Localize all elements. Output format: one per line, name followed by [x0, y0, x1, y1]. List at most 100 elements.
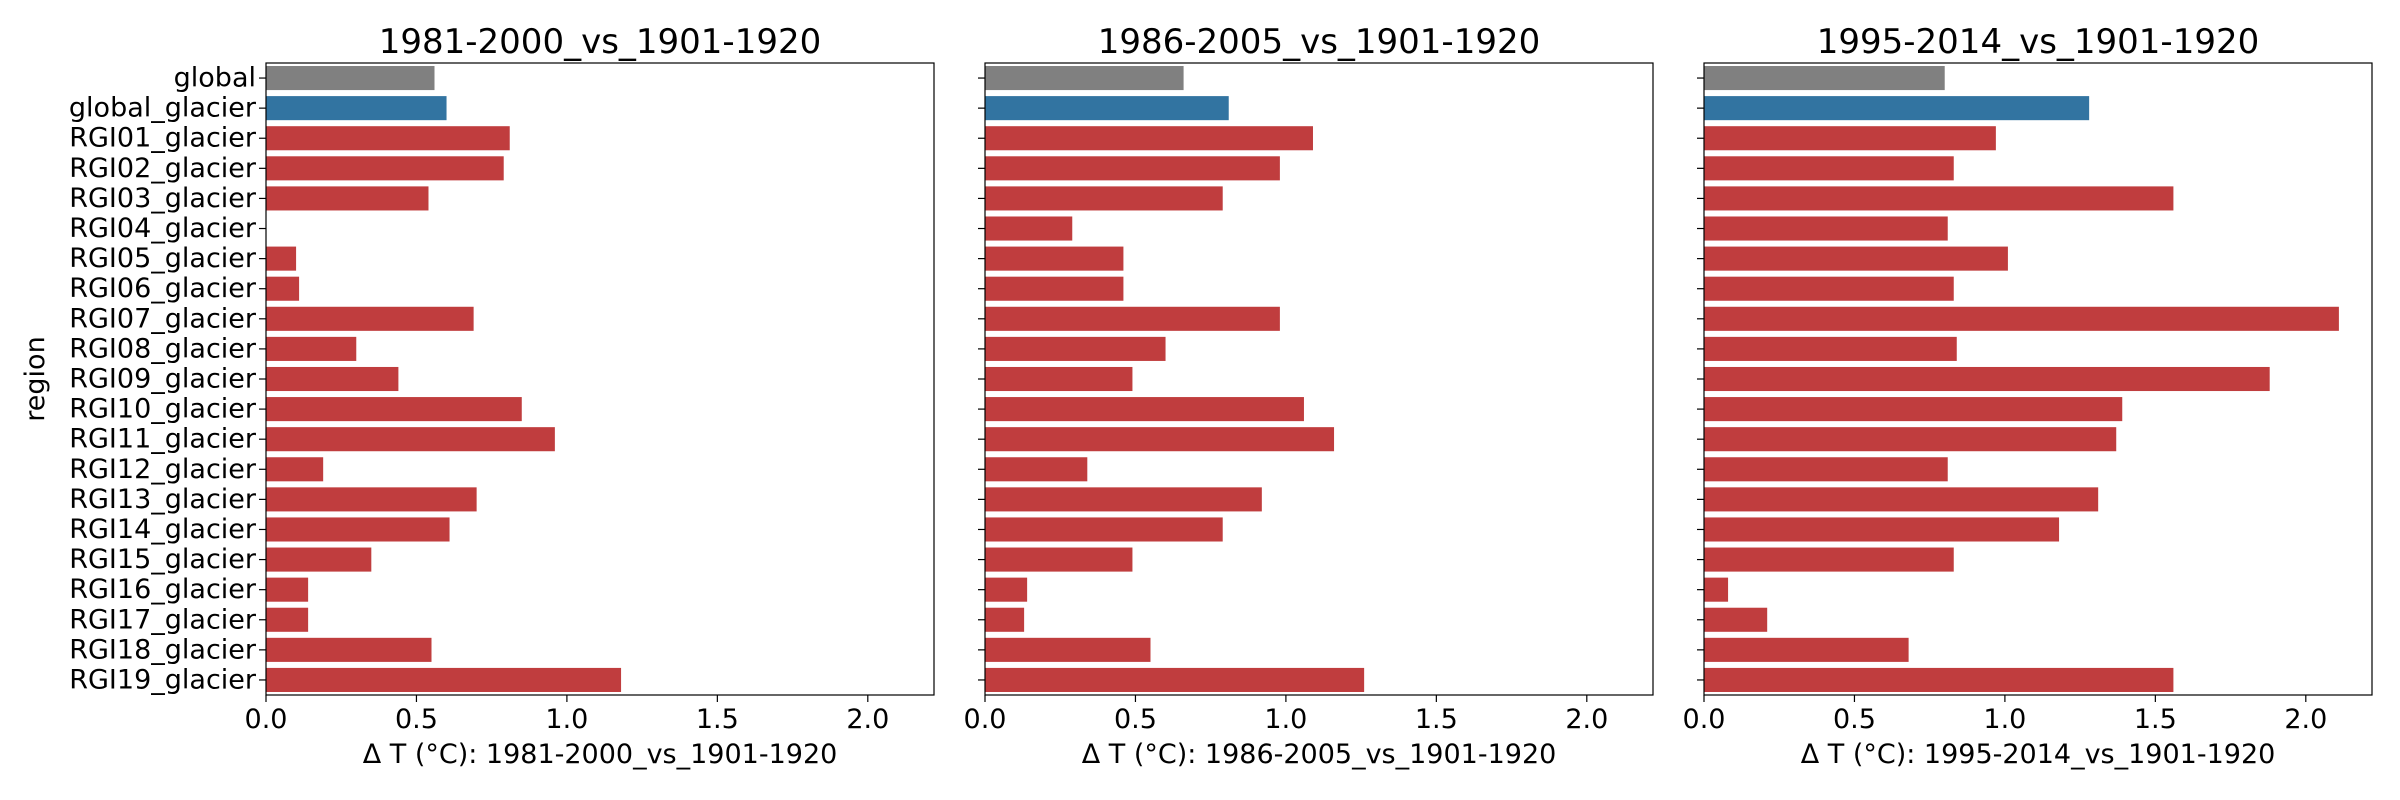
y-tick-label: RGI05_glacier [69, 243, 257, 274]
bar-RGI08_glacier [1704, 336, 1957, 361]
y-tick-label: RGI06_glacier [69, 273, 257, 304]
y-tick-label: RGI09_glacier [69, 364, 257, 395]
bar-RGI11_glacier [1704, 427, 2117, 452]
bar-global_glacier [266, 96, 447, 121]
bar-RGI17_glacier [1704, 607, 1768, 632]
x-tick-label: 0.5 [1114, 704, 1157, 735]
bar-global [985, 66, 1184, 91]
y-tick-label: RGI19_glacier [69, 664, 257, 695]
bar-RGI02_glacier [266, 156, 504, 181]
bar-RGI15_glacier [266, 547, 372, 572]
y-tick-label: global [174, 63, 256, 94]
bar-RGI13_glacier [1704, 487, 2099, 512]
y-tick-label: RGI17_glacier [69, 604, 257, 635]
x-tick-label: 1.0 [1983, 704, 2026, 735]
bar-RGI12_glacier [1704, 457, 1948, 482]
bar-RGI16_glacier [1704, 577, 1729, 602]
bar-global_glacier [1704, 96, 2090, 121]
y-tick-label: RGI08_glacier [69, 333, 257, 364]
bar-RGI18_glacier [985, 637, 1151, 662]
bar-RGI19_glacier [1704, 667, 2174, 692]
bar-RGI03_glacier [985, 186, 1223, 211]
bar-RGI05_glacier [266, 246, 297, 271]
y-tick-label: RGI18_glacier [69, 634, 257, 665]
bar-RGI18_glacier [1704, 637, 1909, 662]
bar-RGI14_glacier [985, 517, 1223, 542]
x-tick-label: 1.5 [696, 704, 739, 735]
x-tick-label: 2.0 [846, 704, 889, 735]
bar-RGI10_glacier [1704, 397, 2123, 422]
bar-RGI01_glacier [985, 126, 1313, 151]
y-tick-label: RGI16_glacier [69, 574, 257, 605]
bar-RGI01_glacier [266, 126, 510, 151]
bar-global_glacier [985, 96, 1229, 121]
x-tick-label: 0.0 [245, 704, 288, 735]
x-tick-label: 2.0 [2284, 704, 2327, 735]
x-axis-label: Δ T (°C): 1986-2005_vs_1901-1920 [1082, 739, 1557, 770]
x-axis-label: Δ T (°C): 1995-2014_vs_1901-1920 [1801, 739, 2276, 770]
bar-global [1704, 66, 1945, 91]
x-tick-label: 1.5 [2134, 704, 2177, 735]
bar-RGI02_glacier [985, 156, 1280, 181]
bar-RGI17_glacier [985, 607, 1025, 632]
x-tick-label: 0.0 [964, 704, 1007, 735]
bar-RGI03_glacier [266, 186, 429, 211]
bar-RGI19_glacier [985, 667, 1365, 692]
chart-title: 1981-2000_vs_1901-1920 [379, 22, 821, 62]
bar-RGI10_glacier [985, 397, 1304, 422]
bar-RGI14_glacier [1704, 517, 2060, 542]
bar-RGI13_glacier [266, 487, 477, 512]
bar-RGI10_glacier [266, 397, 522, 422]
y-tick-label: global_glacier [69, 93, 257, 124]
bar-RGI08_glacier [985, 336, 1166, 361]
y-tick-label: RGI11_glacier [69, 424, 257, 455]
bar-RGI19_glacier [266, 667, 622, 692]
x-tick-label: 0.5 [1833, 704, 1876, 735]
bar-RGI06_glacier [266, 276, 300, 301]
y-tick-label: RGI15_glacier [69, 544, 257, 575]
x-tick-label: 0.5 [395, 704, 438, 735]
bar-RGI14_glacier [266, 517, 450, 542]
bar-RGI07_glacier [985, 306, 1280, 331]
chart-panel-2: 0.0 0.5 1.0 1.5 2.0 1986-2005_vs_1901-1920 Δ T… [964, 22, 1654, 770]
bar-RGI15_glacier [985, 547, 1133, 572]
chart-panel-3: 0.0 0.5 1.0 1.5 2.0 1995-2014_vs_1901-1920 Δ T… [1683, 22, 2373, 770]
x-tick-label: 1.0 [1264, 704, 1307, 735]
bar-RGI04_glacier [1704, 216, 1948, 241]
y-tick-label: RGI03_glacier [69, 183, 257, 214]
bar-RGI02_glacier [1704, 156, 1954, 181]
x-tick-label: 1.5 [1415, 704, 1458, 735]
y-tick-label: RGI02_glacier [69, 153, 257, 184]
bar-RGI09_glacier [985, 366, 1133, 392]
bar-RGI05_glacier [985, 246, 1124, 271]
bar-RGI01_glacier [1704, 126, 1996, 151]
bar-RGI09_glacier [266, 366, 399, 392]
bar-RGI16_glacier [266, 577, 309, 602]
chart-panel-1: globalglobal_glacierRGI01_glacierRGI02_g… [20, 22, 935, 770]
bar-RGI18_glacier [266, 637, 432, 662]
bar-RGI07_glacier [1704, 306, 2339, 331]
bar-RGI17_glacier [266, 607, 309, 632]
x-axis-label: Δ T (°C): 1981-2000_vs_1901-1920 [363, 739, 838, 770]
y-tick-label: RGI01_glacier [69, 123, 257, 154]
y-tick-label: RGI12_glacier [69, 454, 257, 485]
y-tick-label: RGI04_glacier [69, 213, 257, 244]
x-tick-label: 2.0 [1565, 704, 1608, 735]
bar-RGI13_glacier [985, 487, 1262, 512]
bar-RGI04_glacier [985, 216, 1073, 241]
bar-RGI11_glacier [985, 427, 1335, 452]
y-tick-label: RGI07_glacier [69, 303, 257, 334]
bar-RGI12_glacier [266, 457, 324, 482]
bar-RGI06_glacier [1704, 276, 1954, 301]
bar-RGI11_glacier [266, 427, 555, 452]
bar-RGI09_glacier [1704, 366, 2270, 392]
y-tick-label: RGI14_glacier [69, 514, 257, 545]
bar-RGI08_glacier [266, 336, 357, 361]
bar-RGI15_glacier [1704, 547, 1954, 572]
bar-RGI12_glacier [985, 457, 1088, 482]
y-tick-label: RGI10_glacier [69, 394, 257, 425]
bar-RGI05_glacier [1704, 246, 2008, 271]
bar-RGI07_glacier [266, 306, 474, 331]
y-tick-label: RGI13_glacier [69, 484, 257, 515]
